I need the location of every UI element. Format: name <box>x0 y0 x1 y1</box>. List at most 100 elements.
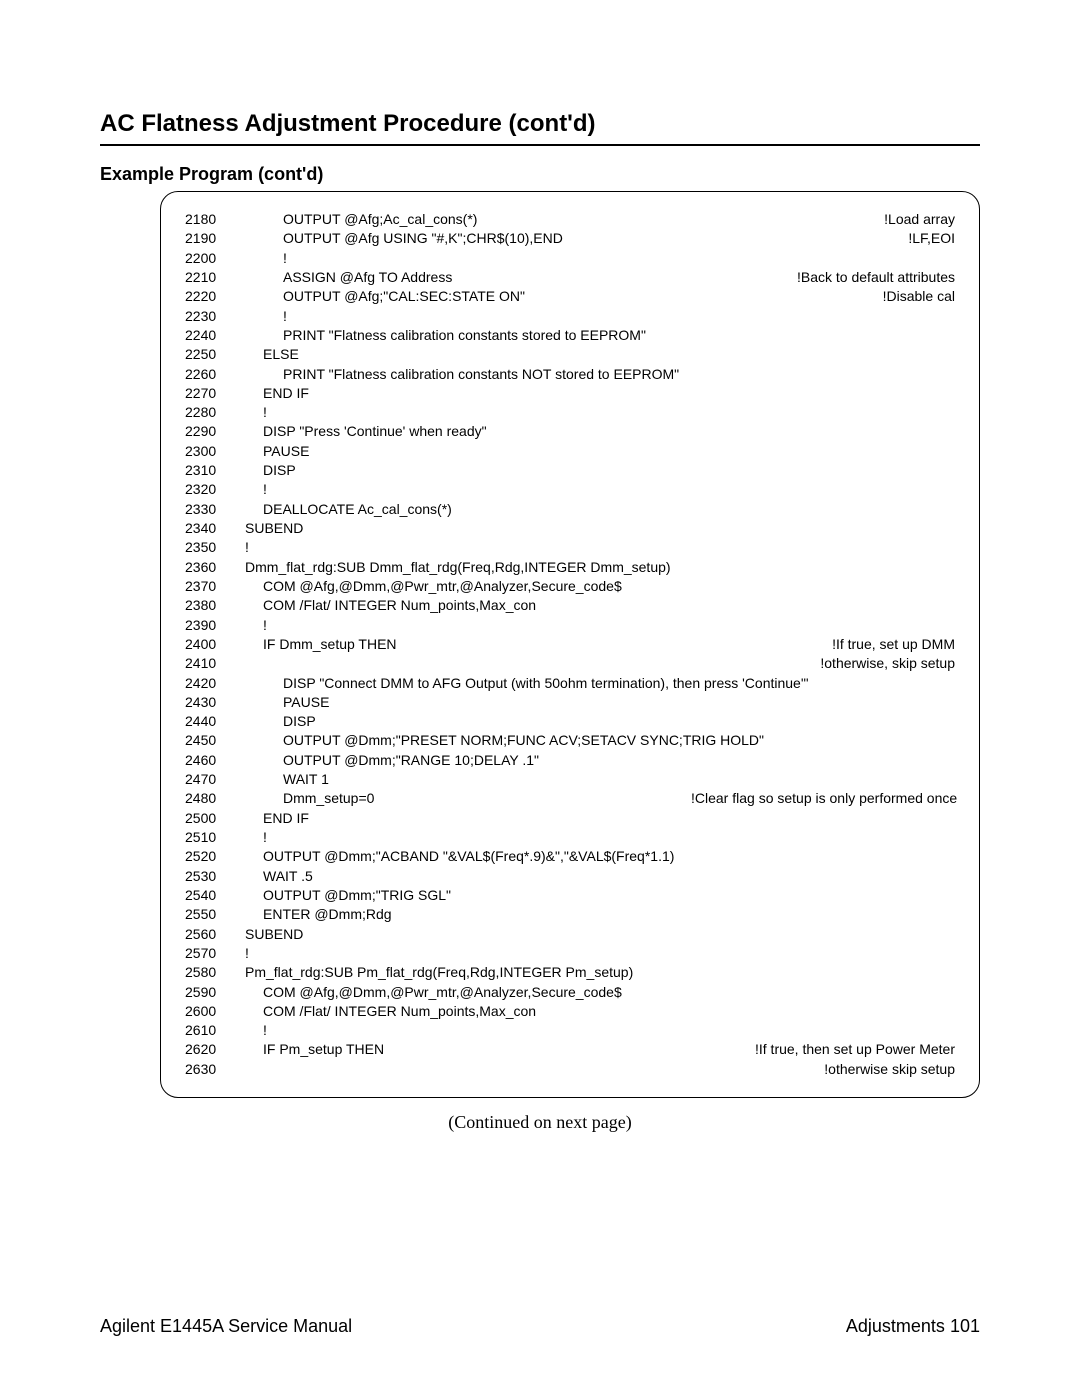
code-line: 2590COM @Afg,@Dmm,@Pwr_mtr,@Analyzer,Sec… <box>185 983 955 1002</box>
code-text: WAIT .5 <box>263 867 955 886</box>
code-text: ASSIGN @Afg TO Address <box>283 268 789 287</box>
line-number: 2470 <box>185 770 231 789</box>
line-number: 2190 <box>185 229 231 248</box>
code-comment: !otherwise, skip setup <box>812 654 955 673</box>
code-text: OUTPUT @Afg USING "#,K";CHR$(10),END <box>283 229 900 248</box>
code-text: OUTPUT @Afg;"CAL:SEC:STATE ON" <box>283 287 875 306</box>
continued-note: (Continued on next page) <box>100 1112 980 1133</box>
code-text: COM @Afg,@Dmm,@Pwr_mtr,@Analyzer,Secure_… <box>263 577 955 596</box>
indent <box>231 345 263 364</box>
line-number: 2270 <box>185 384 231 403</box>
code-text <box>263 1060 816 1079</box>
code-line: 2220OUTPUT @Afg;"CAL:SEC:STATE ON"!Disab… <box>185 287 955 306</box>
line-number: 2530 <box>185 867 231 886</box>
line-number: 2280 <box>185 403 231 422</box>
code-line: 2550ENTER @Dmm;Rdg <box>185 905 955 924</box>
line-number: 2310 <box>185 461 231 480</box>
line-number: 2620 <box>185 1040 231 1059</box>
indent <box>231 770 283 789</box>
code-line: 2340SUBEND <box>185 519 955 538</box>
code-line: 2350! <box>185 538 955 557</box>
code-text: COM /Flat/ INTEGER Num_points,Max_con <box>263 596 955 615</box>
code-line: 2290DISP "Press 'Continue' when ready" <box>185 422 955 441</box>
indent <box>231 519 245 538</box>
code-text: DISP <box>263 461 955 480</box>
line-number: 2440 <box>185 712 231 731</box>
indent <box>231 403 263 422</box>
indent <box>231 693 283 712</box>
code-text <box>263 654 812 673</box>
code-line: 2320! <box>185 480 955 499</box>
code-text: OUTPUT @Dmm;"PRESET NORM;FUNC ACV;SETACV… <box>283 731 955 750</box>
code-line: 2630!otherwise skip setup <box>185 1060 955 1079</box>
code-text: IF Dmm_setup THEN <box>263 635 824 654</box>
code-text: ! <box>245 538 955 557</box>
indent <box>231 1060 263 1079</box>
code-comment: !otherwise skip setup <box>816 1060 955 1079</box>
indent <box>231 249 283 268</box>
indent <box>231 365 283 384</box>
code-text: Dmm_setup=0 <box>283 789 683 808</box>
code-line: 2330DEALLOCATE Ac_cal_cons(*) <box>185 500 955 519</box>
line-number: 2480 <box>185 789 231 808</box>
indent <box>231 307 283 326</box>
page-footer: Agilent E1445A Service Manual Adjustment… <box>100 1316 980 1337</box>
indent <box>231 925 245 944</box>
indent <box>231 712 283 731</box>
line-number: 2590 <box>185 983 231 1002</box>
indent <box>231 616 263 635</box>
indent <box>231 1040 263 1059</box>
code-text: ! <box>283 307 955 326</box>
code-text: OUTPUT @Afg;Ac_cal_cons(*) <box>283 210 876 229</box>
line-number: 2320 <box>185 480 231 499</box>
code-line: 2420DISP "Connect DMM to AFG Output (wit… <box>185 674 955 693</box>
indent <box>231 944 245 963</box>
code-text: OUTPUT @Dmm;"TRIG SGL" <box>263 886 955 905</box>
line-number: 2250 <box>185 345 231 364</box>
code-line: 2380COM /Flat/ INTEGER Num_points,Max_co… <box>185 596 955 615</box>
code-text: PRINT "Flatness calibration constants st… <box>283 326 955 345</box>
code-comment: !Clear flag so setup is only performed o… <box>683 789 957 808</box>
line-number: 2260 <box>185 365 231 384</box>
code-line: 2300PAUSE <box>185 442 955 461</box>
indent <box>231 751 283 770</box>
code-text: ! <box>263 403 955 422</box>
code-line: 2310 DISP <box>185 461 955 480</box>
line-number: 2560 <box>185 925 231 944</box>
indent <box>231 422 263 441</box>
code-comment: !If true, set up DMM <box>824 635 955 654</box>
indent <box>231 886 263 905</box>
code-text: PAUSE <box>283 693 955 712</box>
footer-left: Agilent E1445A Service Manual <box>100 1316 352 1337</box>
line-number: 2550 <box>185 905 231 924</box>
code-text: ! <box>263 828 955 847</box>
code-line: 2250ELSE <box>185 345 955 364</box>
indent <box>231 558 245 577</box>
code-text: DISP "Press 'Continue' when ready" <box>263 422 955 441</box>
line-number: 2360 <box>185 558 231 577</box>
code-line: 2500END IF <box>185 809 955 828</box>
code-text: DISP <box>283 712 955 731</box>
indent <box>231 577 263 596</box>
indent <box>231 442 263 461</box>
line-number: 2510 <box>185 828 231 847</box>
footer-page-number: 101 <box>950 1316 980 1336</box>
code-text: DEALLOCATE Ac_cal_cons(*) <box>263 500 955 519</box>
indent <box>231 983 263 1002</box>
indent <box>231 654 263 673</box>
line-number: 2460 <box>185 751 231 770</box>
code-line: 2440 DISP <box>185 712 955 731</box>
line-number: 2500 <box>185 809 231 828</box>
footer-section: Adjustments <box>846 1316 945 1336</box>
line-number: 2540 <box>185 886 231 905</box>
indent <box>231 1021 263 1040</box>
indent <box>231 847 263 866</box>
code-line: 2360Dmm_flat_rdg:SUB Dmm_flat_rdg(Freq,R… <box>185 558 955 577</box>
indent <box>231 287 283 306</box>
code-line: 2190 OUTPUT @Afg USING "#,K";CHR$(10),END… <box>185 229 955 248</box>
sub-title: Example Program (cont'd) <box>100 164 980 185</box>
code-text: SUBEND <box>245 519 955 538</box>
code-line: 2540 OUTPUT @Dmm;"TRIG SGL" <box>185 886 955 905</box>
code-line: 2370COM @Afg,@Dmm,@Pwr_mtr,@Analyzer,Sec… <box>185 577 955 596</box>
code-line: 2280! <box>185 403 955 422</box>
